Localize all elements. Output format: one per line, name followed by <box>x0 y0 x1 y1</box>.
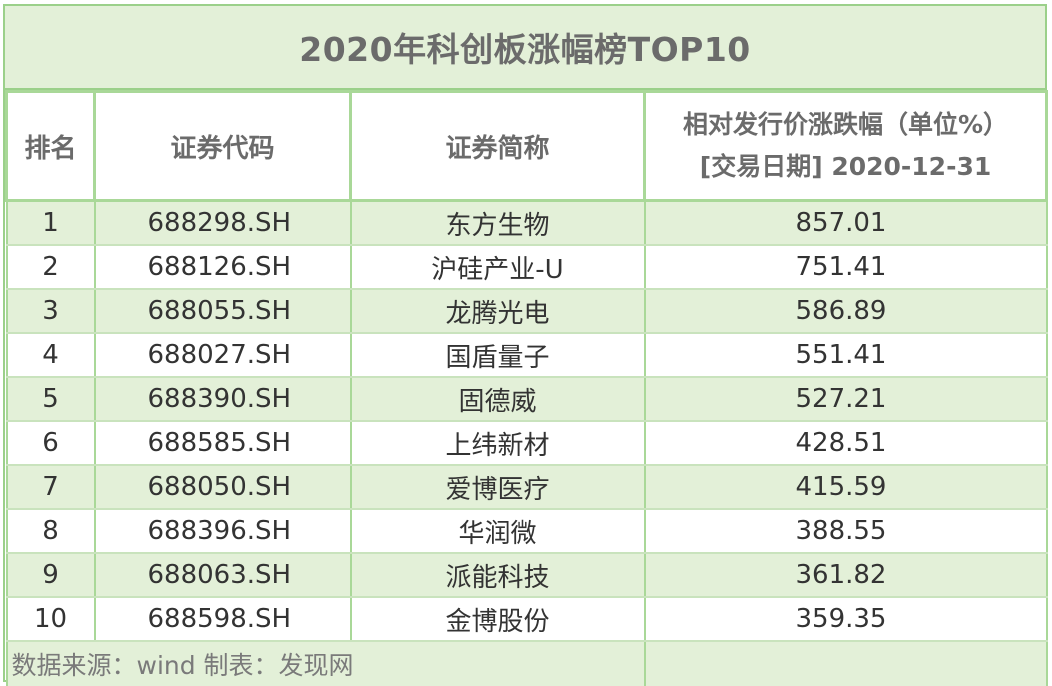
code-cell: 688390.SH <box>93 377 352 422</box>
name-cell: 东方生物 <box>349 200 646 246</box>
table-row: 1 688298.SH 东方生物 857.01 <box>5 200 1048 246</box>
footer-row: 数据来源：wind 制表：发现网 <box>5 641 1048 686</box>
value-cell: 388.55 <box>643 509 1048 554</box>
code-cell: 688598.SH <box>93 597 352 642</box>
value-cell: 359.35 <box>643 597 1048 642</box>
value-cell: 415.59 <box>643 465 1048 510</box>
name-cell: 龙腾光电 <box>349 289 646 334</box>
code-cell: 688298.SH <box>93 200 352 246</box>
code-cell: 688027.SH <box>93 333 352 378</box>
name-cell: 沪硅产业-U <box>349 245 646 290</box>
value-cell: 361.82 <box>643 553 1048 598</box>
value-cell: 857.01 <box>643 200 1048 246</box>
header-metric-line2: [交易日期] 2020-12-31 <box>699 152 992 181</box>
value-cell: 551.41 <box>643 333 1048 378</box>
footer-empty-cell <box>643 641 1048 686</box>
value-cell: 527.21 <box>643 377 1048 422</box>
header-metric: 相对发行价涨跌幅（单位%） [交易日期] 2020-12-31 <box>643 90 1048 202</box>
code-cell: 688050.SH <box>93 465 352 510</box>
code-cell: 688063.SH <box>93 553 352 598</box>
rank-cell: 9 <box>5 553 96 598</box>
rank-cell: 7 <box>5 465 96 510</box>
table-row: 4 688027.SH 国盾量子 551.41 <box>5 333 1048 378</box>
name-cell: 爱博医疗 <box>349 465 646 510</box>
code-cell: 688126.SH <box>93 245 352 290</box>
table-row: 5 688390.SH 固德威 527.21 <box>5 377 1048 422</box>
rank-cell: 2 <box>5 245 96 290</box>
source-note: 数据来源：wind 制表：发现网 <box>5 641 646 686</box>
name-cell: 派能科技 <box>349 553 646 598</box>
header-code: 证券代码 <box>93 90 352 202</box>
rank-cell: 4 <box>5 333 96 378</box>
rank-cell: 3 <box>5 289 96 334</box>
rank-cell: 6 <box>5 421 96 466</box>
rank-cell: 1 <box>5 200 96 246</box>
rank-cell: 5 <box>5 377 96 422</box>
name-cell: 国盾量子 <box>349 333 646 378</box>
ranking-table: 排名 证券代码 证券简称 相对发行价涨跌幅（单位%） [交易日期] 2020-1… <box>5 90 1048 686</box>
header-row: 排名 证券代码 证券简称 相对发行价涨跌幅（单位%） [交易日期] 2020-1… <box>5 90 1048 202</box>
name-cell: 上纬新材 <box>349 421 646 466</box>
code-cell: 688055.SH <box>93 289 352 334</box>
rank-cell: 10 <box>5 597 96 642</box>
code-cell: 688585.SH <box>93 421 352 466</box>
table-sheet: 2020年科创板涨幅榜TOP10 排名 证券代码 证券简称 相对发行价涨跌幅（单… <box>3 4 1048 686</box>
value-cell: 428.51 <box>643 421 1048 466</box>
name-cell: 固德威 <box>349 377 646 422</box>
code-cell: 688396.SH <box>93 509 352 554</box>
table-title: 2020年科创板涨幅榜TOP10 <box>5 6 1045 90</box>
name-cell: 华润微 <box>349 509 646 554</box>
value-cell: 751.41 <box>643 245 1048 290</box>
header-metric-line1: 相对发行价涨跌幅（单位%） <box>682 110 1009 139</box>
table-row: 10 688598.SH 金博股份 359.35 <box>5 597 1048 642</box>
value-cell: 586.89 <box>643 289 1048 334</box>
table-row: 3 688055.SH 龙腾光电 586.89 <box>5 289 1048 334</box>
table-row: 9 688063.SH 派能科技 361.82 <box>5 553 1048 598</box>
header-rank: 排名 <box>5 90 96 202</box>
table-row: 7 688050.SH 爱博医疗 415.59 <box>5 465 1048 510</box>
table-row: 2 688126.SH 沪硅产业-U 751.41 <box>5 245 1048 290</box>
table-row: 8 688396.SH 华润微 388.55 <box>5 509 1048 554</box>
name-cell: 金博股份 <box>349 597 646 642</box>
table-row: 6 688585.SH 上纬新材 428.51 <box>5 421 1048 466</box>
rank-cell: 8 <box>5 509 96 554</box>
header-name: 证券简称 <box>349 90 646 202</box>
